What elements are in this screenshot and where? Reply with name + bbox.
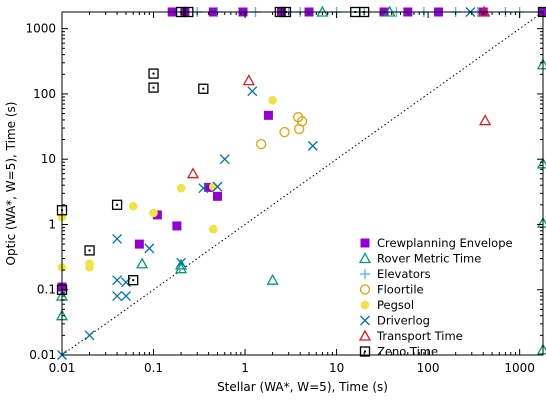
legend-item-driverlog: Driverlog (360, 314, 430, 328)
legend-marker-transport-time (358, 329, 372, 341)
point-driverlog (247, 86, 258, 97)
point-pegsol (209, 224, 218, 234)
x-tick-label: 0.1 (144, 361, 163, 375)
x-axis-title: Stellar (WA*, W=5), Time (s) (217, 380, 388, 394)
point-zeno-time (128, 275, 139, 286)
point-driverlog (112, 233, 123, 244)
y-tick-label: 0.1 (37, 283, 56, 297)
point-crewplanning-envelope (213, 191, 223, 201)
legend-marker-driverlog (360, 315, 370, 326)
point-driverlog (84, 330, 95, 341)
legend: Crewplanning Envelope Rover Metric TimeEl… (358, 236, 513, 359)
y-tick-label: 100 (33, 87, 56, 101)
point-crewplanning-envelope (204, 182, 214, 192)
legend-marker-rover-metric-time (358, 252, 372, 264)
point-rover-metric-time (266, 273, 279, 285)
point-floortile (256, 139, 267, 150)
point-zeno-time (148, 82, 159, 93)
y-tick-label: 10 (41, 152, 56, 166)
point-zeno-time (198, 83, 209, 94)
diagonal-reference-line (61, 11, 544, 356)
point-driverlog (212, 181, 223, 192)
legend-item-transport-time: Transport Time (358, 329, 463, 343)
x-tick-label: 1000 (504, 361, 535, 375)
point-driverlog (219, 154, 230, 165)
point-pegsol (149, 208, 158, 218)
y-tick-label: 1 (48, 217, 56, 231)
legend-marker-crewplanning-envelope (360, 238, 370, 248)
point-transport-time (242, 74, 255, 86)
x-tick-label: 100 (417, 361, 440, 375)
point-zeno-time (148, 68, 159, 79)
legend-item-floortile: Floortile (359, 283, 424, 297)
point-floortile (279, 126, 290, 138)
x-tick-label: 1 (241, 361, 249, 375)
legend-label: Floortile (377, 283, 424, 297)
point-transport-time (479, 114, 492, 126)
point-pegsol (268, 95, 277, 105)
point-zeno-time (84, 245, 95, 256)
legend-item-pegsol: Pegsol (360, 298, 414, 312)
legend-marker-pegsol (360, 300, 370, 310)
legend-item-elevators: Elevators (360, 267, 431, 281)
x-tick-label: 0.01 (49, 361, 76, 375)
point-pegsol (176, 183, 186, 193)
point-pegsol (85, 259, 94, 269)
legend-marker-elevators (360, 269, 370, 279)
point-driverlog (144, 243, 155, 254)
point-pegsol (209, 182, 218, 191)
legend-marker-zeno-time (359, 346, 371, 357)
plot-area-frame (61, 11, 544, 356)
legend-label: Crewplanning Envelope (377, 236, 513, 250)
point-driverlog (112, 275, 123, 286)
legend-label: Elevators (377, 267, 431, 281)
point-rover-metric-time (174, 262, 188, 274)
legend-item-zeno-time: Zeno Time (359, 345, 438, 359)
legend-label: Zeno Time (377, 345, 438, 359)
point-driverlog (307, 140, 318, 151)
point-rover-metric-time (536, 157, 546, 169)
point-driverlog (112, 291, 123, 302)
point-transport-time (186, 167, 200, 179)
legend-marker-floortile (359, 284, 371, 295)
point-crewplanning-envelope (263, 110, 273, 120)
legend-label: Transport Time (376, 329, 463, 343)
legend-item-rover-metric-time: Rover Metric Time (358, 252, 481, 266)
point-driverlog (121, 291, 131, 302)
points-layer (55, 5, 546, 360)
point-driverlog (176, 257, 187, 268)
point-floortile (294, 123, 305, 135)
y-tick-label: 1000 (25, 22, 56, 36)
point-rover-metric-time (536, 58, 546, 70)
legend-item-crewplanning-envelope: Crewplanning Envelope (360, 236, 513, 250)
axis-ticks: 0.01 0.1 1 10 100 1000 0.01 0.1 1 10 100 1000 (25, 12, 543, 375)
point-rover-metric-time (536, 216, 546, 228)
point-crewplanning-envelope (172, 221, 182, 231)
y-axis-title: Optic (WA*, W=5), Time (s) (4, 102, 18, 266)
point-rover-metric-time (536, 343, 546, 355)
x-tick-label: 10 (329, 361, 344, 375)
y-tick-label: 0.01 (29, 348, 56, 362)
legend-label: Pegsol (377, 298, 414, 312)
point-zeno-time (111, 199, 123, 210)
legend-label: Rover Metric Time (377, 252, 481, 266)
point-pegsol (128, 201, 138, 211)
point-crewplanning-envelope (134, 239, 144, 249)
point-rover-metric-time (135, 257, 149, 269)
legend-label: Driverlog (377, 314, 430, 328)
point-driverlog (198, 183, 209, 194)
